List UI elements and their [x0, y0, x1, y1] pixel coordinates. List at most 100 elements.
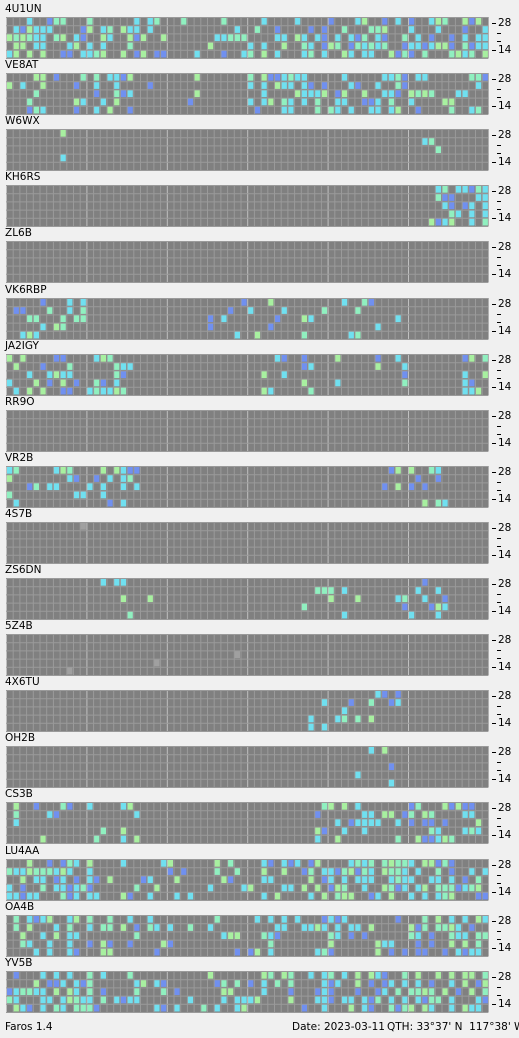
- propagation-grid[interactable]: [6, 129, 490, 172]
- signal-cell: [421, 482, 428, 490]
- beacon-panel: VK6RBP 28 14: [0, 283, 519, 340]
- propagation-grid[interactable]: [6, 690, 490, 733]
- signal-cell: [207, 883, 214, 891]
- signal-cell: [60, 322, 66, 330]
- signal-cell: [395, 883, 401, 891]
- propagation-grid[interactable]: [6, 746, 490, 789]
- signal-cell: [415, 979, 421, 987]
- propagation-grid[interactable]: [6, 17, 490, 59]
- propagation-grid[interactable]: [6, 353, 490, 396]
- axis-label-bottom: 14: [498, 492, 512, 505]
- signal-cell: [60, 154, 66, 162]
- propagation-grid[interactable]: [6, 914, 490, 957]
- propagation-grid[interactable]: [6, 802, 490, 845]
- band-axis: 28 14: [490, 69, 518, 115]
- signal-cell: [462, 354, 468, 362]
- signal-cell: [86, 50, 93, 58]
- signal-cell: [261, 50, 267, 58]
- signal-cell: [234, 931, 240, 939]
- signal-cell: [348, 50, 354, 58]
- signal-cell: [294, 89, 301, 98]
- signal-cell: [107, 354, 113, 362]
- signal-cell: [448, 210, 455, 218]
- signal-cell: [482, 891, 488, 899]
- signal-cell: [428, 1003, 435, 1012]
- axis-label-top: 28: [498, 970, 512, 983]
- signal-cell: [375, 891, 381, 899]
- signal-cell: [40, 50, 46, 58]
- signal-cell: [381, 33, 388, 42]
- signal-cell: [321, 827, 328, 835]
- band-axis: 28 14: [490, 686, 518, 732]
- signal-cell: [127, 611, 133, 619]
- signal-cell: [133, 835, 140, 843]
- propagation-grid[interactable]: [6, 465, 490, 508]
- signal-cell: [462, 947, 468, 956]
- signal-cell: [395, 690, 401, 698]
- signal-cell: [80, 995, 86, 1003]
- signal-cell: [435, 835, 441, 843]
- signal-cell: [308, 25, 314, 33]
- signal-cell: [120, 482, 127, 490]
- signal-cell: [408, 25, 415, 33]
- signal-cell: [435, 867, 441, 875]
- axis-tick: [492, 106, 496, 108]
- signal-cell: [468, 50, 475, 58]
- signal-cell: [415, 42, 421, 50]
- propagation-grid[interactable]: [6, 858, 490, 901]
- signal-cell: [375, 354, 381, 362]
- signal-cell: [6, 995, 13, 1003]
- signal-cell: [448, 106, 455, 114]
- signal-cell: [281, 859, 287, 867]
- signal-cell: [274, 314, 281, 322]
- signal-cell: [401, 81, 408, 89]
- signal-cell: [462, 33, 468, 42]
- signal-cell: [395, 50, 401, 58]
- signal-cell: [395, 354, 401, 362]
- beacon-callsign: OA4B: [5, 900, 35, 913]
- signal-cell: [100, 50, 106, 58]
- signal-cell: [428, 819, 435, 827]
- signal-cell: [80, 25, 86, 33]
- signal-cell: [482, 33, 488, 42]
- signal-cell: [107, 386, 113, 395]
- signal-cell: [26, 915, 33, 923]
- signal-cell: [227, 931, 234, 939]
- signal-cell: [435, 42, 441, 50]
- signal-cell: [120, 578, 127, 586]
- signal-cell: [334, 98, 341, 106]
- signal-cell: [475, 995, 482, 1003]
- signal-cell: [26, 1003, 33, 1012]
- signal-cell: [147, 915, 153, 923]
- signal-cell: [401, 594, 408, 603]
- propagation-grid[interactable]: [6, 73, 490, 116]
- signal-cell: [147, 875, 153, 883]
- propagation-grid[interactable]: [6, 409, 490, 452]
- beacon-panel: 5Z4B 28 14: [0, 619, 519, 677]
- propagation-grid[interactable]: [6, 578, 490, 620]
- signal-cell: [241, 298, 247, 306]
- signal-cell: [395, 875, 401, 883]
- signal-cell: [133, 466, 140, 474]
- signal-cell: [368, 42, 374, 50]
- beacon-callsign: 4X6TU: [5, 676, 40, 689]
- signal-cell: [375, 33, 381, 42]
- propagation-grid[interactable]: [6, 185, 490, 228]
- signal-cell: [308, 715, 314, 723]
- propagation-grid[interactable]: [6, 970, 490, 1013]
- signal-cell: [341, 707, 348, 715]
- propagation-grid[interactable]: [6, 297, 490, 340]
- signal-cell: [287, 106, 294, 114]
- axis-label-bottom: 14: [498, 717, 512, 730]
- propagation-grid[interactable]: [6, 634, 490, 677]
- propagation-grid[interactable]: [6, 521, 490, 564]
- signal-cell: [462, 25, 468, 33]
- propagation-grid[interactable]: [6, 241, 490, 284]
- signal-cell: [462, 883, 468, 891]
- axis-label-top: 28: [498, 746, 512, 759]
- axis-tick: [492, 696, 496, 698]
- signal-cell: [120, 370, 127, 378]
- beacon-callsign: ZL6B: [5, 227, 32, 240]
- beacon-panel: LU4AA 28 14: [0, 844, 519, 901]
- signal-cell: [53, 811, 60, 819]
